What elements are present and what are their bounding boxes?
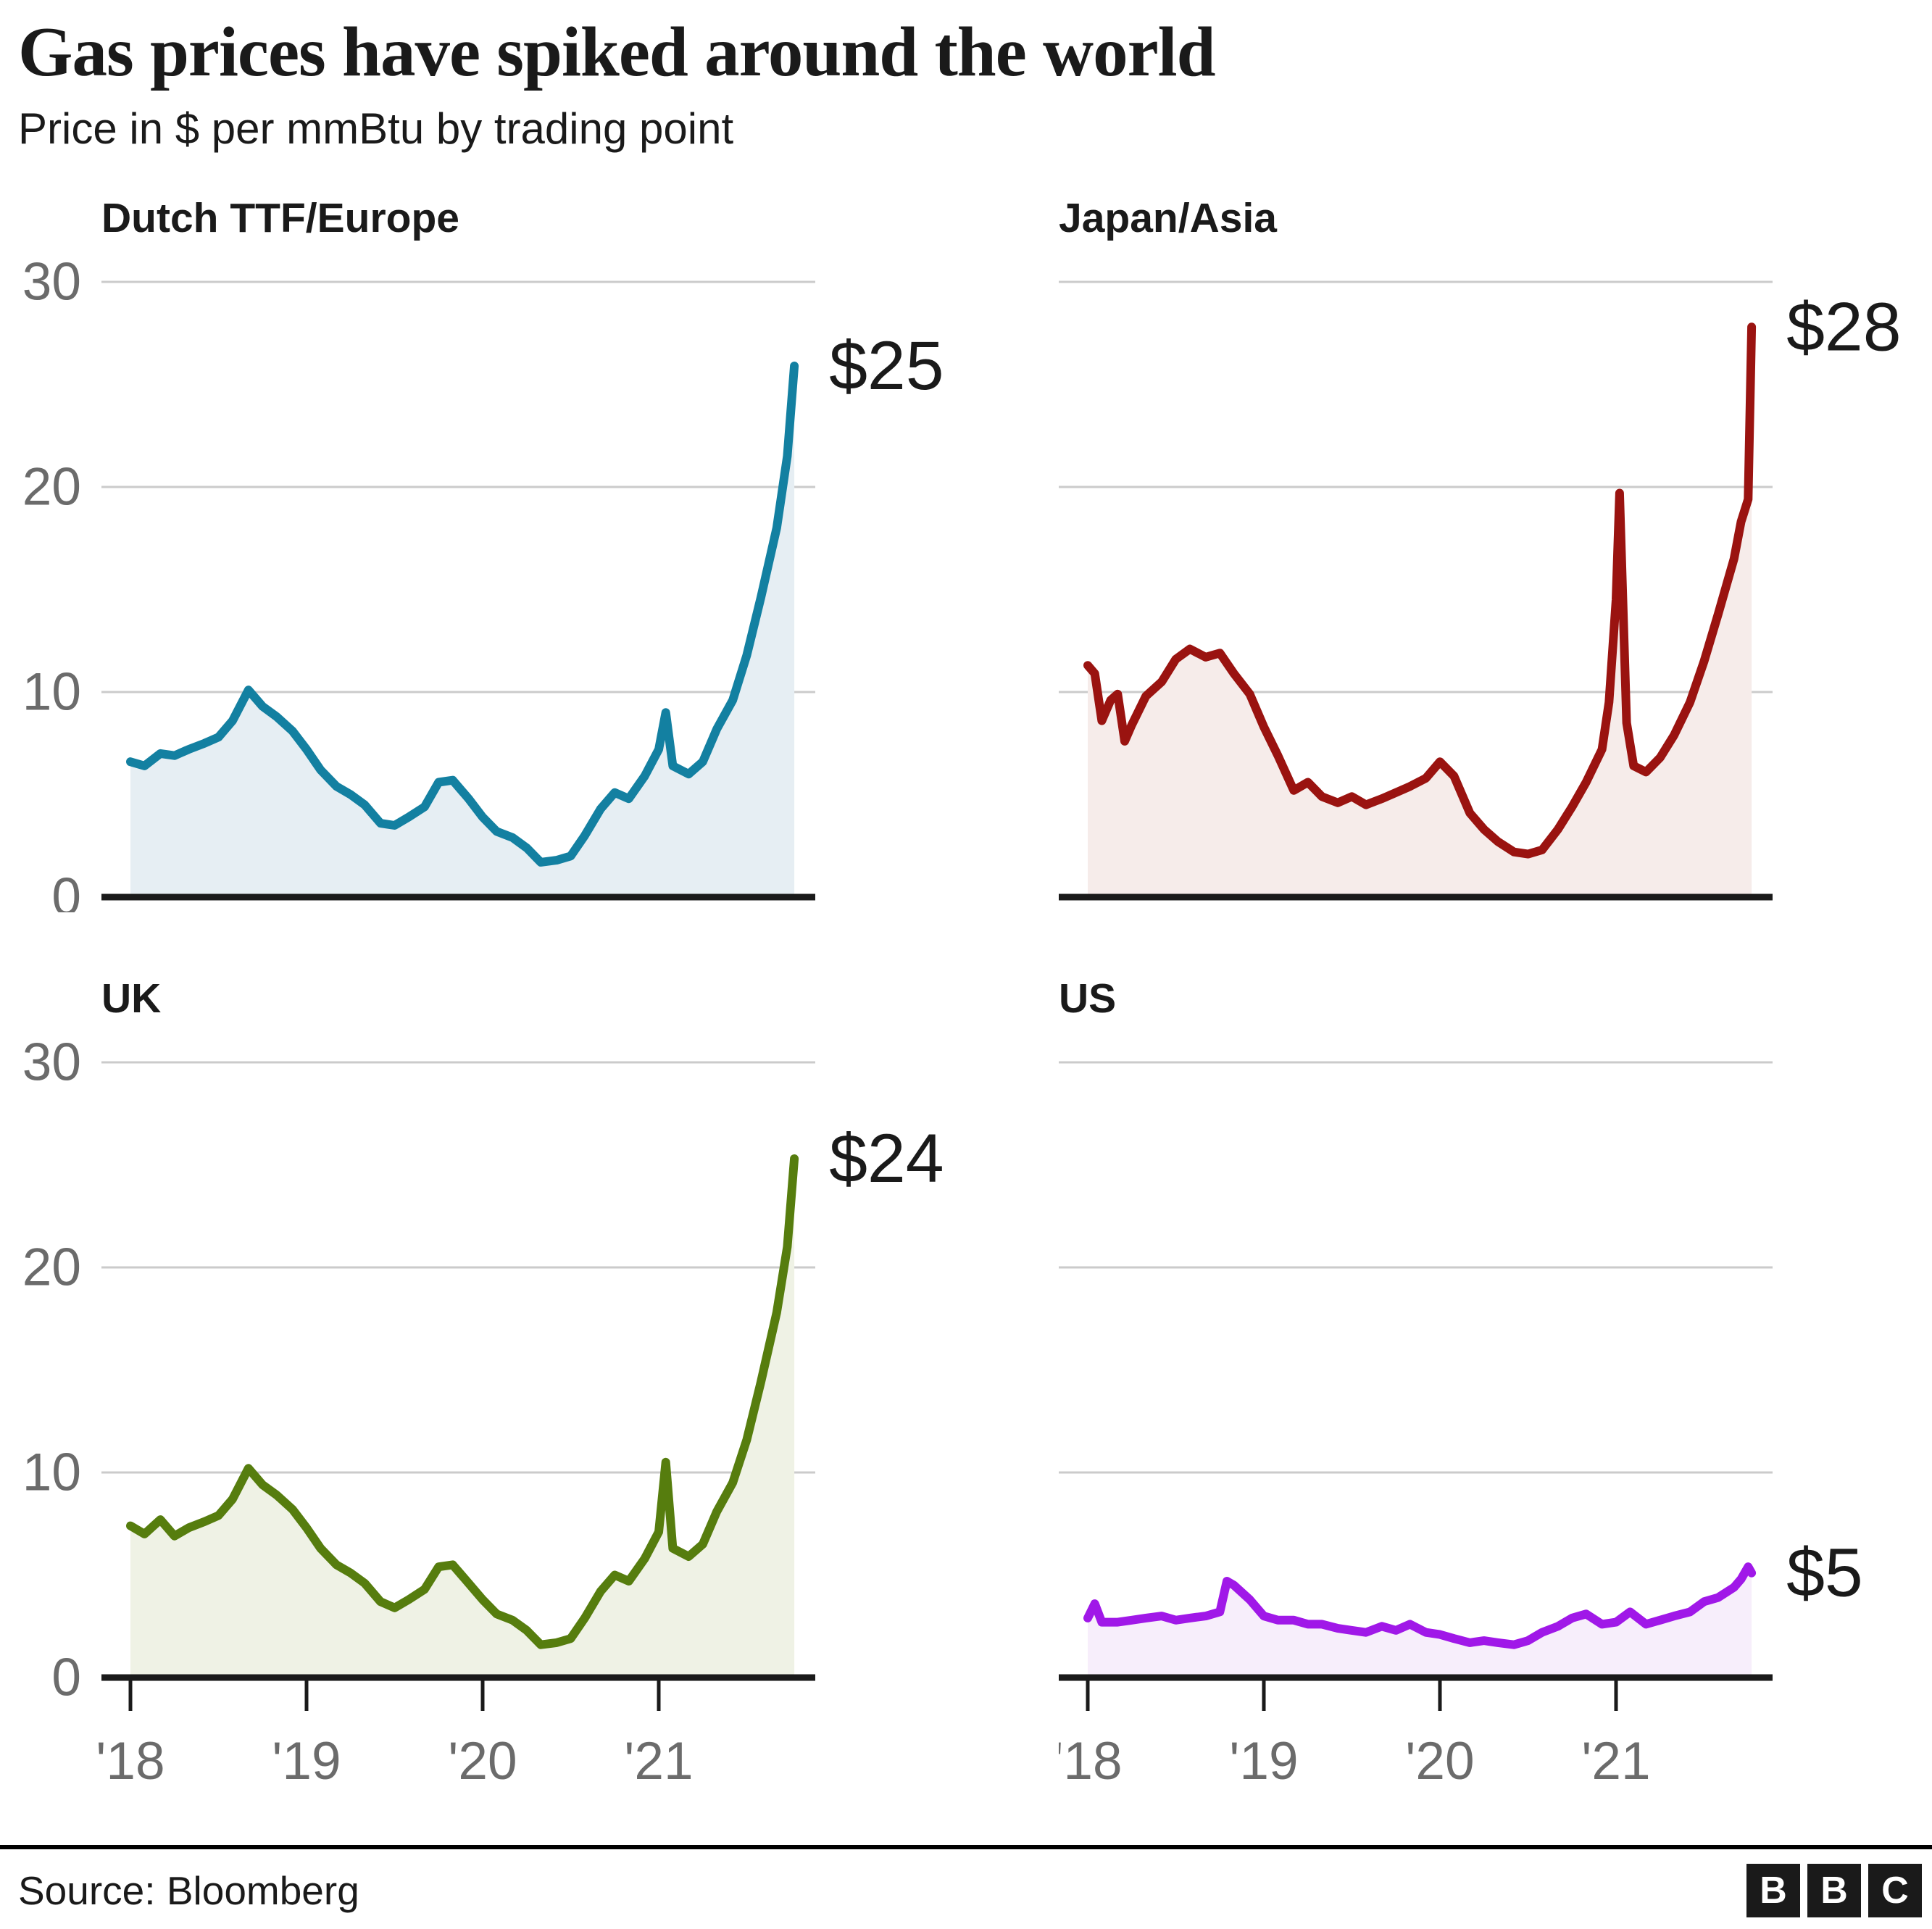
y-axis-label: 0 — [51, 868, 81, 913]
panel-title-japan-asia: Japan/Asia — [1059, 194, 1277, 241]
chart-panel-uk: UK $24 30 20 10 0 '18 '19 '20 '21 — [18, 974, 975, 1797]
y-axis-label: 30 — [22, 253, 81, 312]
x-axis-label: '20 — [1405, 1732, 1474, 1791]
page-subtitle: Price in $ per mmBtu by trading point — [18, 104, 734, 153]
area-fill — [130, 366, 795, 898]
x-axis-label: '19 — [1229, 1732, 1298, 1791]
y-axis-label: 20 — [22, 1238, 81, 1297]
y-axis-label: 10 — [22, 663, 81, 722]
chart-us: $5 '18 '19 '20 '21 — [1059, 1061, 1863, 1791]
chart-japan-asia: $28 — [1059, 280, 1902, 901]
chart-panel-dutch-ttf-europe: Dutch TTF/Europe $25 30 20 10 0 — [18, 193, 975, 912]
y-axis-label: 20 — [22, 458, 81, 517]
bbc-logo: B B C — [1746, 1864, 1922, 1917]
price-line — [126, 1154, 799, 1650]
chart-panel-japan-asia: Japan/Asia $28 — [1059, 193, 1932, 912]
panel-title-dutch-ttf-europe: Dutch TTF/Europe — [101, 194, 459, 241]
y-axis-label: 30 — [22, 1033, 81, 1092]
area-fill — [1088, 1567, 1752, 1678]
end-value-label: $24 — [829, 1120, 944, 1197]
chart-row-bottom: UK $24 30 20 10 0 '18 '19 '20 '21 US $5 '18 '19 '20… — [18, 974, 1932, 1797]
source-text: Source: Bloomberg — [18, 1868, 359, 1913]
end-value-label: $28 — [1786, 288, 1902, 365]
chart-dutch-ttf-europe: $25 30 20 10 0 — [22, 253, 944, 913]
x-axis-label: '19 — [272, 1732, 341, 1791]
y-axis-label: 10 — [22, 1443, 81, 1502]
price-line — [1083, 322, 1757, 859]
chart-uk: $24 30 20 10 0 '18 '19 '20 '21 — [22, 1033, 944, 1791]
bbc-logo-square: B — [1807, 1864, 1861, 1917]
x-axis-label: '18 — [1059, 1732, 1123, 1791]
panel-title-us: US — [1059, 975, 1117, 1022]
x-axis-label: '21 — [1581, 1732, 1650, 1791]
area-fill — [130, 1159, 795, 1678]
chart-footer: Source: Bloomberg B B C — [0, 1845, 1932, 1929]
bbc-logo-square: B — [1746, 1864, 1800, 1917]
price-line — [126, 362, 799, 867]
x-axis-label: '21 — [624, 1732, 693, 1791]
page-title: Gas prices have spiked around the world — [18, 13, 1216, 91]
panel-title-uk: UK — [101, 975, 162, 1022]
price-line — [1083, 1562, 1757, 1650]
end-value-label: $25 — [829, 328, 944, 404]
x-axis-label: '18 — [96, 1732, 165, 1791]
chart-grid: Dutch TTF/Europe $25 30 20 10 0 Japan/Asia $… — [0, 193, 1932, 1798]
chart-header: Gas prices have spiked around the world … — [0, 0, 1932, 154]
bbc-logo-square: C — [1868, 1864, 1922, 1917]
y-axis-label: 0 — [51, 1649, 81, 1707]
x-axis-label: '20 — [448, 1732, 517, 1791]
area-fill — [1088, 327, 1752, 898]
chart-row-top: Dutch TTF/Europe $25 30 20 10 0 Japan/Asia $… — [18, 193, 1932, 912]
chart-panel-us: US $5 '18 '19 '20 '21 — [1059, 974, 1932, 1797]
end-value-label: $5 — [1786, 1535, 1863, 1612]
